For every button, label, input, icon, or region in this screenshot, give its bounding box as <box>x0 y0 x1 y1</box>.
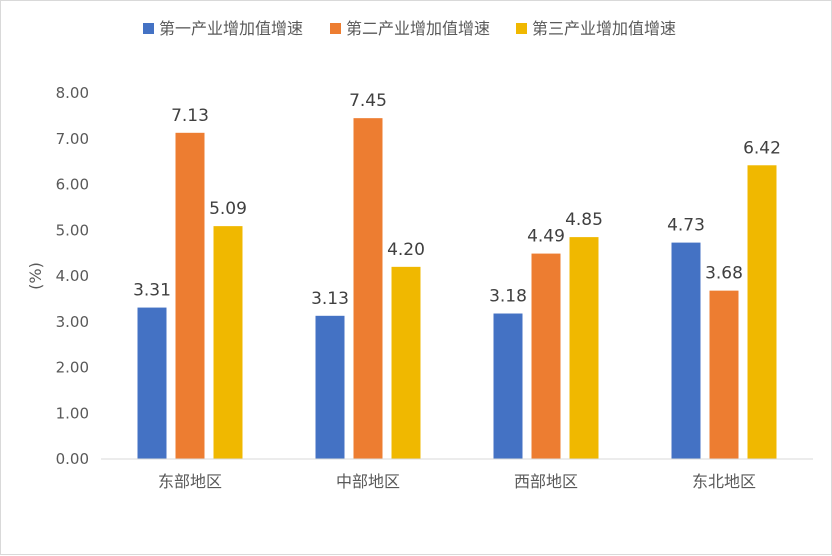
legend-swatch-3 <box>516 23 527 34</box>
bar-series-3-1 <box>213 226 243 459</box>
data-label: 5.09 <box>209 199 247 219</box>
legend-swatch-2 <box>330 23 341 34</box>
y-tick-label: 8.00 <box>56 84 89 102</box>
category-labels: 东部地区 中部地区 西部地区 东北地区 <box>158 472 756 491</box>
data-label: 3.13 <box>311 289 349 309</box>
y-tick-label: 4.00 <box>56 267 89 285</box>
data-label: 4.20 <box>387 240 425 260</box>
legend-label: 第二产业增加值增速 <box>346 19 490 38</box>
y-tick-label: 3.00 <box>56 313 89 331</box>
y-axis-title: (%) <box>26 262 45 290</box>
bar-series-1-2 <box>315 315 345 459</box>
bar-series-3-3 <box>569 237 599 459</box>
x-category-label: 中部地区 <box>336 472 400 491</box>
y-tick-label: 2.00 <box>56 359 89 377</box>
bar-series-2-4 <box>709 290 739 459</box>
y-tick-label: 0.00 <box>56 450 89 468</box>
bar-series-3-4 <box>747 165 777 459</box>
x-category-label: 东部地区 <box>158 472 222 491</box>
data-label: 7.45 <box>349 91 387 111</box>
legend-label: 第一产业增加值增速 <box>159 19 303 38</box>
bar-series-2-1 <box>175 132 205 460</box>
bar-series-1-4 <box>671 242 701 459</box>
bar-series-2-2 <box>353 118 383 459</box>
x-category-label: 西部地区 <box>514 472 578 491</box>
bars <box>137 118 777 460</box>
data-label: 3.68 <box>705 264 743 284</box>
bar-series-1-3 <box>493 313 523 459</box>
x-category-label: 东北地区 <box>692 472 756 491</box>
data-label: 3.31 <box>133 281 171 301</box>
legend-label: 第三产业增加值增速 <box>532 19 676 38</box>
legend-swatch-1 <box>143 23 154 34</box>
data-label: 4.49 <box>527 227 565 247</box>
y-tick-label: 1.00 <box>56 404 89 422</box>
y-tick-label: 7.00 <box>56 130 89 148</box>
y-tick-label: 5.00 <box>56 221 89 239</box>
data-label: 4.85 <box>565 210 603 230</box>
data-label: 3.18 <box>489 287 527 307</box>
data-label: 6.42 <box>743 138 781 158</box>
y-axis-ticks: 0.00 1.00 2.00 3.00 4.00 5.00 6.00 7.00 8.00 <box>56 84 89 468</box>
bar-series-2-3 <box>531 253 561 459</box>
bar-series-3-2 <box>391 266 421 459</box>
data-label: 4.73 <box>667 216 705 236</box>
legend: 第一产业增加值增速 第二产业增加值增速 第三产业增加值增速 <box>143 19 676 38</box>
data-label: 7.13 <box>171 106 209 126</box>
data-labels: 3.31 7.13 5.09 3.13 7.45 4.20 3.18 4.494.85 4.73… <box>133 91 781 309</box>
bar-series-1-1 <box>137 307 167 459</box>
y-tick-label: 6.00 <box>56 176 89 194</box>
